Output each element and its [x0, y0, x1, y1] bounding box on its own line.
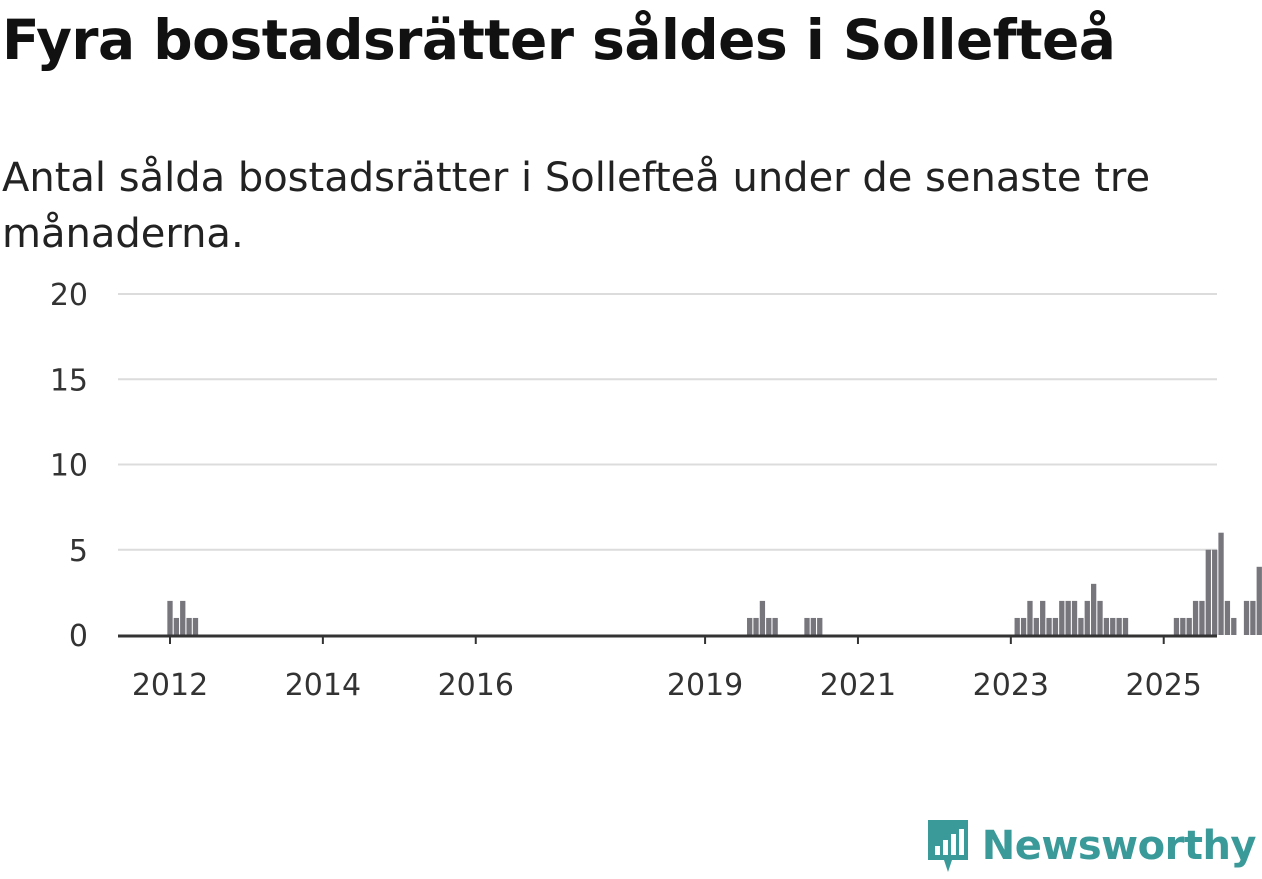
bar	[1084, 600, 1090, 635]
brand-name: Newsworthy	[981, 823, 1257, 869]
y-tick-label: 15	[50, 363, 88, 398]
bar	[167, 600, 173, 635]
bar	[1180, 617, 1186, 635]
x-tick-label: 2025	[1126, 668, 1202, 703]
x-tick-label: 2016	[438, 668, 514, 703]
y-tick-label: 10	[50, 449, 88, 484]
bar	[1103, 617, 1110, 635]
x-tick-label: 2012	[132, 668, 208, 703]
x-tick-label: 2019	[667, 668, 743, 703]
x-axis-ticks: 2012 2014 2016 2019 2021 2023 2025	[132, 635, 1202, 703]
bar	[1027, 600, 1033, 635]
bar	[192, 617, 199, 635]
bar	[759, 600, 766, 635]
bar	[1059, 600, 1065, 635]
bar	[1186, 617, 1192, 635]
bar	[1205, 549, 1211, 635]
bar	[1250, 600, 1256, 635]
bar	[1212, 549, 1218, 635]
bar	[1122, 617, 1129, 635]
bar	[1046, 617, 1052, 635]
bar	[1071, 600, 1078, 635]
newsworthy-logo-icon	[927, 820, 968, 872]
bar	[1040, 600, 1046, 635]
y-tick-label: 0	[69, 619, 88, 654]
bar	[1116, 617, 1122, 635]
y-tick-label: 20	[50, 278, 88, 313]
bars	[167, 532, 1262, 635]
bar	[1020, 617, 1027, 635]
x-tick-label: 2014	[285, 668, 361, 703]
bar	[173, 617, 180, 635]
bar	[1224, 600, 1231, 635]
bar	[1091, 583, 1097, 635]
bar	[1218, 532, 1224, 635]
bar	[1199, 600, 1205, 635]
bar	[772, 617, 778, 635]
newsworthy-logo: Newsworthy	[924, 815, 1257, 877]
x-tick-label: 2023	[973, 668, 1049, 703]
bar	[1033, 617, 1039, 635]
chart-subtitle: Antal sålda bostadsrätter i Sollefteå un…	[2, 155, 1151, 257]
bar	[1256, 566, 1262, 635]
bar	[1014, 617, 1020, 635]
bar	[810, 617, 817, 635]
bar	[1192, 600, 1199, 635]
chart-title: Fyra bostadsrätter såldes i Sollefteå	[2, 8, 1116, 72]
bar	[1243, 600, 1250, 635]
bar	[804, 617, 810, 635]
gridlines	[118, 293, 1217, 551]
bar	[766, 617, 772, 635]
bar	[1052, 617, 1059, 635]
y-axis-ticks: 0 5 10 15 20	[50, 278, 88, 654]
bar	[1078, 617, 1084, 635]
bar	[1173, 617, 1180, 635]
y-tick-label: 5	[69, 534, 88, 569]
bar	[753, 617, 759, 635]
bar	[1097, 600, 1103, 635]
bar	[186, 617, 192, 635]
bar	[1110, 617, 1116, 635]
bar	[747, 617, 753, 635]
x-tick-label: 2021	[820, 668, 896, 703]
bar	[817, 617, 823, 635]
bar	[1065, 600, 1071, 635]
bar	[180, 600, 186, 635]
bar	[1231, 617, 1237, 635]
